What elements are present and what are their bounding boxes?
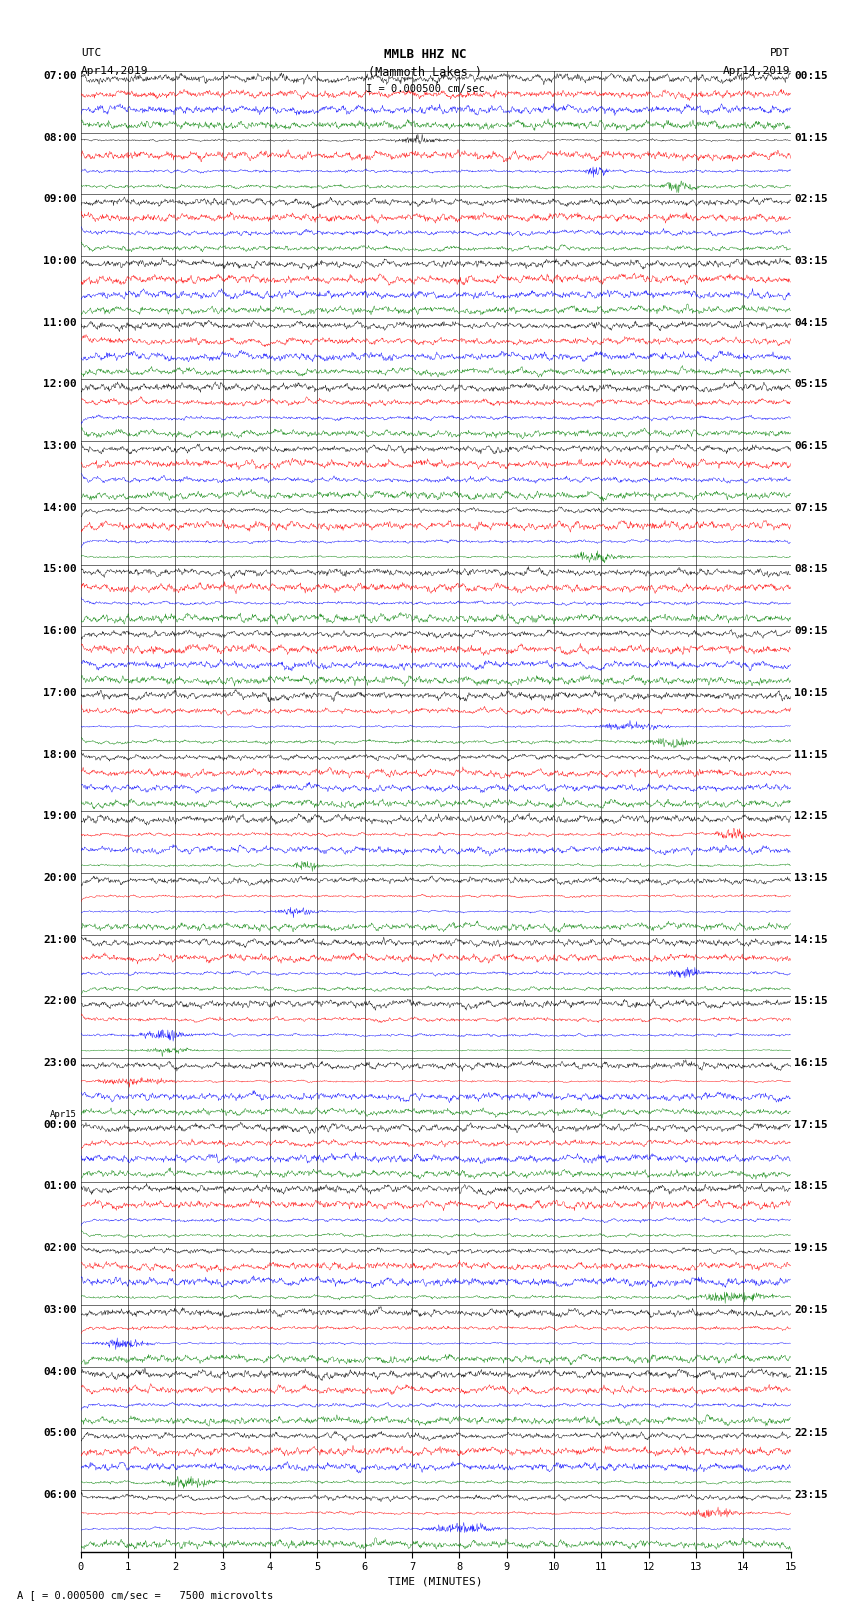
Text: A [ = 0.000500 cm/sec =   7500 microvolts: A [ = 0.000500 cm/sec = 7500 microvolts	[17, 1590, 273, 1600]
Text: 13:00: 13:00	[43, 440, 77, 452]
Text: 12:00: 12:00	[43, 379, 77, 389]
Text: 03:15: 03:15	[794, 256, 828, 266]
Text: 20:15: 20:15	[794, 1305, 828, 1315]
Text: 22:00: 22:00	[43, 997, 77, 1007]
Text: 17:15: 17:15	[794, 1119, 828, 1129]
Text: Apr14,2019: Apr14,2019	[81, 66, 148, 76]
Text: (Mammoth Lakes ): (Mammoth Lakes )	[368, 66, 482, 79]
Text: 23:15: 23:15	[794, 1490, 828, 1500]
Text: 21:00: 21:00	[43, 934, 77, 945]
Text: 02:15: 02:15	[794, 194, 828, 205]
Text: 10:00: 10:00	[43, 256, 77, 266]
Text: 18:00: 18:00	[43, 750, 77, 760]
Text: 08:00: 08:00	[43, 132, 77, 142]
Text: Apr15: Apr15	[50, 1110, 77, 1119]
Text: 15:00: 15:00	[43, 565, 77, 574]
Text: 08:15: 08:15	[794, 565, 828, 574]
Text: 00:15: 00:15	[794, 71, 828, 81]
Text: 16:15: 16:15	[794, 1058, 828, 1068]
Text: 01:15: 01:15	[794, 132, 828, 142]
Text: 14:15: 14:15	[794, 934, 828, 945]
Text: 07:15: 07:15	[794, 503, 828, 513]
Text: I = 0.000500 cm/sec: I = 0.000500 cm/sec	[366, 84, 484, 94]
Text: 04:00: 04:00	[43, 1366, 77, 1376]
Text: 09:15: 09:15	[794, 626, 828, 636]
Text: PDT: PDT	[770, 48, 790, 58]
Text: 17:00: 17:00	[43, 687, 77, 698]
Text: 18:15: 18:15	[794, 1181, 828, 1192]
Text: 06:00: 06:00	[43, 1490, 77, 1500]
Text: 11:15: 11:15	[794, 750, 828, 760]
Text: UTC: UTC	[81, 48, 101, 58]
Text: 09:00: 09:00	[43, 194, 77, 205]
Text: 06:15: 06:15	[794, 440, 828, 452]
Text: 10:15: 10:15	[794, 687, 828, 698]
Text: 22:15: 22:15	[794, 1428, 828, 1439]
Text: 00:00: 00:00	[43, 1119, 77, 1129]
Text: 16:00: 16:00	[43, 626, 77, 636]
Text: 21:15: 21:15	[794, 1366, 828, 1376]
Text: 01:00: 01:00	[43, 1181, 77, 1192]
Text: 02:00: 02:00	[43, 1244, 77, 1253]
Text: 20:00: 20:00	[43, 873, 77, 882]
Text: 11:00: 11:00	[43, 318, 77, 327]
Text: 23:00: 23:00	[43, 1058, 77, 1068]
Text: MMLB HHZ NC: MMLB HHZ NC	[383, 48, 467, 61]
Text: 05:00: 05:00	[43, 1428, 77, 1439]
Text: 05:15: 05:15	[794, 379, 828, 389]
Text: 13:15: 13:15	[794, 873, 828, 882]
Text: 03:00: 03:00	[43, 1305, 77, 1315]
Text: 15:15: 15:15	[794, 997, 828, 1007]
Text: 19:15: 19:15	[794, 1244, 828, 1253]
Text: 04:15: 04:15	[794, 318, 828, 327]
Text: 07:00: 07:00	[43, 71, 77, 81]
Text: 12:15: 12:15	[794, 811, 828, 821]
X-axis label: TIME (MINUTES): TIME (MINUTES)	[388, 1576, 483, 1586]
Text: 14:00: 14:00	[43, 503, 77, 513]
Text: 19:00: 19:00	[43, 811, 77, 821]
Text: Apr14,2019: Apr14,2019	[723, 66, 791, 76]
